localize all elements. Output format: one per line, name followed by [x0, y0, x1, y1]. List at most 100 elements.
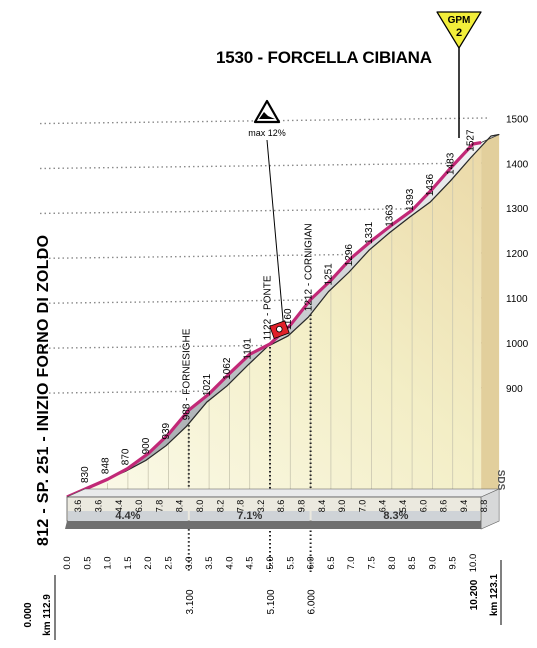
- km-tick-label: 0.0: [62, 556, 73, 569]
- marker-label: 6.000: [307, 589, 318, 614]
- start-label: 812 - SP. 251 - INIZIO FORNO DI ZOLDO: [35, 235, 52, 546]
- altitude-label: 988 - FORNESIGHE: [182, 328, 193, 420]
- altitude-label: 830: [80, 466, 91, 483]
- max-pointer: [266, 139, 284, 324]
- segment-gradient: 6.0: [134, 500, 144, 513]
- y-tick-label: 1200: [506, 249, 529, 260]
- segment-gradient: 9.0: [337, 500, 347, 513]
- y-tick-label: 1300: [506, 204, 529, 215]
- avg-gradient-bar: [68, 511, 188, 521]
- km-tick-label: 10.0: [468, 554, 479, 573]
- km-tick-label: 3.0: [184, 556, 195, 569]
- segment-gradient: 9.4: [459, 500, 469, 513]
- profile-side: [481, 134, 500, 497]
- segment-gradient: 8.0: [195, 500, 205, 513]
- altitude-label: 1483: [445, 152, 456, 175]
- base-top: [66, 488, 500, 498]
- chart-title: 1530 - FORCELLA CIBIANA: [216, 48, 432, 67]
- altitude-label: 1527: [466, 129, 477, 152]
- marker-label: 3.100: [185, 589, 196, 614]
- profile-area: [67, 142, 482, 497]
- altitude-label: 1296: [344, 244, 355, 267]
- gpm-number: 2: [456, 27, 462, 39]
- marker-label: 5.100: [266, 589, 277, 614]
- km-tick-label: 1.5: [123, 556, 134, 569]
- grid-line: [39, 162, 491, 170]
- km-tick-label: 6.5: [326, 556, 337, 569]
- max-gradient-badge: max 12%: [248, 99, 290, 340]
- segment-gradient: 7.0: [357, 500, 367, 513]
- base-layer: [65, 488, 500, 530]
- km-tick-label: 3.5: [204, 556, 215, 569]
- km-tick-label: 8.5: [407, 556, 418, 569]
- altitude-label: 1393: [405, 188, 416, 211]
- altitude-label: 848: [100, 457, 111, 474]
- altitude-label: 1331: [364, 221, 375, 244]
- segment-gradient: 3.2: [256, 500, 266, 513]
- grid-line: [39, 207, 491, 215]
- max-gradient-label: max 12%: [248, 128, 286, 138]
- avg-gradient-label: 7.1%: [237, 510, 262, 522]
- start-km: 0.000: [23, 602, 34, 627]
- text-layer: 1500 1400 1300 1200 1100 1000 900 3.100 5.100 6.0…: [23, 11, 529, 640]
- segment-gradient: 7.8: [154, 500, 164, 513]
- km-tick-label: 0.5: [82, 556, 93, 569]
- y-tick-label: 1000: [506, 339, 529, 350]
- avg-gradient-label: 4.4%: [115, 510, 140, 522]
- km-tick-label: 2.0: [143, 556, 154, 569]
- altitude-label: 1062: [222, 357, 233, 380]
- y-tick-label: 1100: [506, 294, 528, 305]
- station-lines-layer: [86, 148, 474, 572]
- altitude-label: 1436: [425, 173, 436, 196]
- km-tick-label: 4.0: [224, 556, 235, 569]
- segment-gradient: 3.6: [73, 500, 83, 513]
- area-layer: [67, 134, 500, 497]
- gpm-triangle: [436, 11, 482, 49]
- segment-gradient: 8.4: [175, 500, 185, 513]
- y-tick-label: 1400: [506, 159, 529, 170]
- km-tick-label: 7.5: [367, 556, 378, 569]
- km-tick-label: 5.0: [265, 556, 276, 569]
- altitude-label: 1122 - PONTE: [263, 275, 274, 340]
- km-tick-label: 2.5: [164, 556, 175, 569]
- gpm-top-text: GPM: [448, 15, 471, 26]
- avg-gradient-bar: [189, 511, 310, 521]
- altitude-label: 870: [121, 448, 132, 465]
- y-tick-label: 1500: [506, 114, 529, 125]
- sds-label: SDS: [495, 470, 506, 491]
- km-tick-label: 9.0: [427, 556, 438, 569]
- altitude-label: 1021: [202, 373, 213, 396]
- segment-gradient: 9.8: [296, 500, 306, 513]
- segment-gradient: 8.6: [276, 500, 286, 513]
- warning-slope-icon: [259, 112, 275, 119]
- altitude-label: 1160: [283, 308, 294, 330]
- finish-km-race: km 123.1: [489, 573, 500, 616]
- segment-gradient: 8.6: [439, 500, 449, 513]
- segment-gradient: 7.8: [236, 500, 246, 513]
- max-marker-dot: [276, 325, 283, 333]
- segment-gradient: 4.4: [114, 500, 124, 513]
- km-tick-label: 9.5: [448, 556, 459, 569]
- altitude-label: 1212 - CORNIGIAN: [303, 223, 314, 311]
- km-tick-label: 7.0: [346, 556, 357, 569]
- km-tick-label: 1.0: [103, 556, 114, 569]
- altitude-label: 1101: [242, 338, 253, 360]
- grid-line: [39, 252, 491, 260]
- grid-line: [39, 297, 491, 305]
- km-tick-label: 5.5: [285, 556, 296, 569]
- avg-gradient-label: 8.3%: [383, 510, 408, 522]
- segment-gradient: 5.4: [398, 500, 408, 513]
- base-side: [480, 488, 500, 530]
- start-km-race: km 112.9: [42, 594, 53, 636]
- avg-gradient-bar: [311, 511, 481, 521]
- altitude-label: 1251: [324, 263, 335, 286]
- km-tick-label: 8.0: [387, 556, 398, 569]
- finish-km: 10.200: [469, 579, 480, 610]
- y-tick-label: 900: [506, 384, 523, 395]
- road-back-edge: [84, 133, 500, 490]
- km-tick-label: 4.5: [245, 556, 256, 569]
- segment-gradient: 6.4: [378, 500, 388, 513]
- segment-gradient: 3.6: [93, 500, 103, 513]
- base-bottom: [65, 521, 482, 529]
